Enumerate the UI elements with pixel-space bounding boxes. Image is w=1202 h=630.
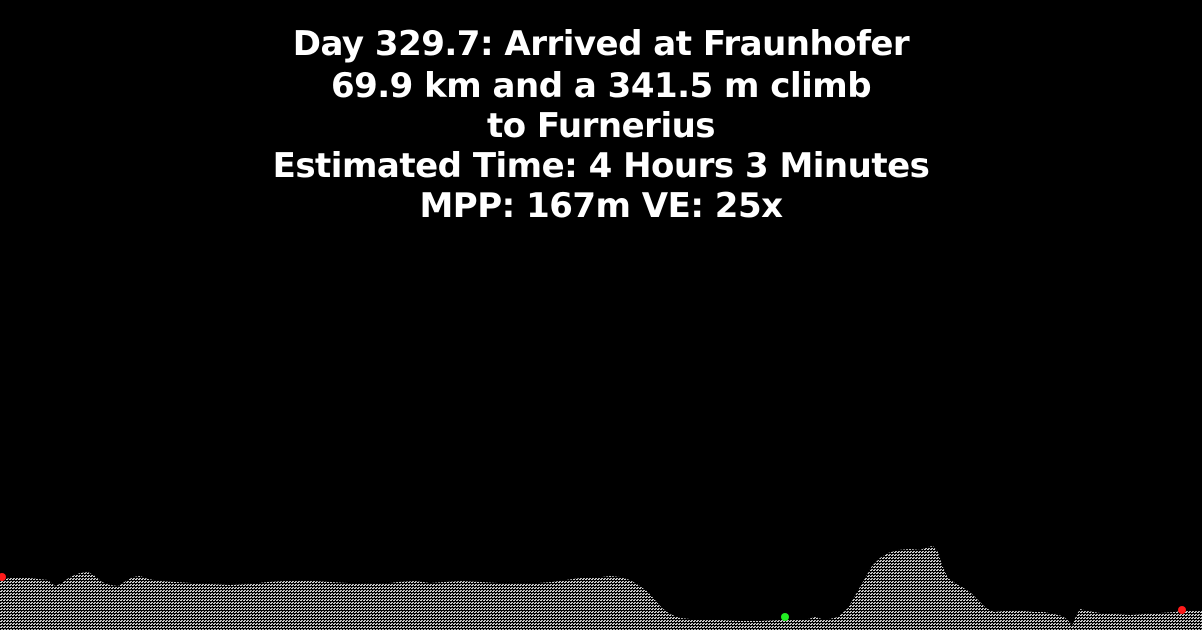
destination-text: to Furnerius [486,106,716,146]
end-marker [1178,606,1186,614]
estimated-time-text: Estimated Time: 4 Hours 3 Minutes [272,146,930,186]
scale-info-text: MPP: 167m VE: 25x [419,186,783,226]
start-marker [0,573,6,581]
distance-climb-text: 69.9 km and a 341.5 m climb [330,66,872,106]
current-position-marker [781,613,789,621]
day-status-text: Day 329.7: Arrived at Fraunhofer [292,24,910,64]
terrain-silhouette [0,546,1202,630]
route-info-header: Day 329.7: Arrived at Fraunhofer 69.9 km… [0,22,1202,226]
